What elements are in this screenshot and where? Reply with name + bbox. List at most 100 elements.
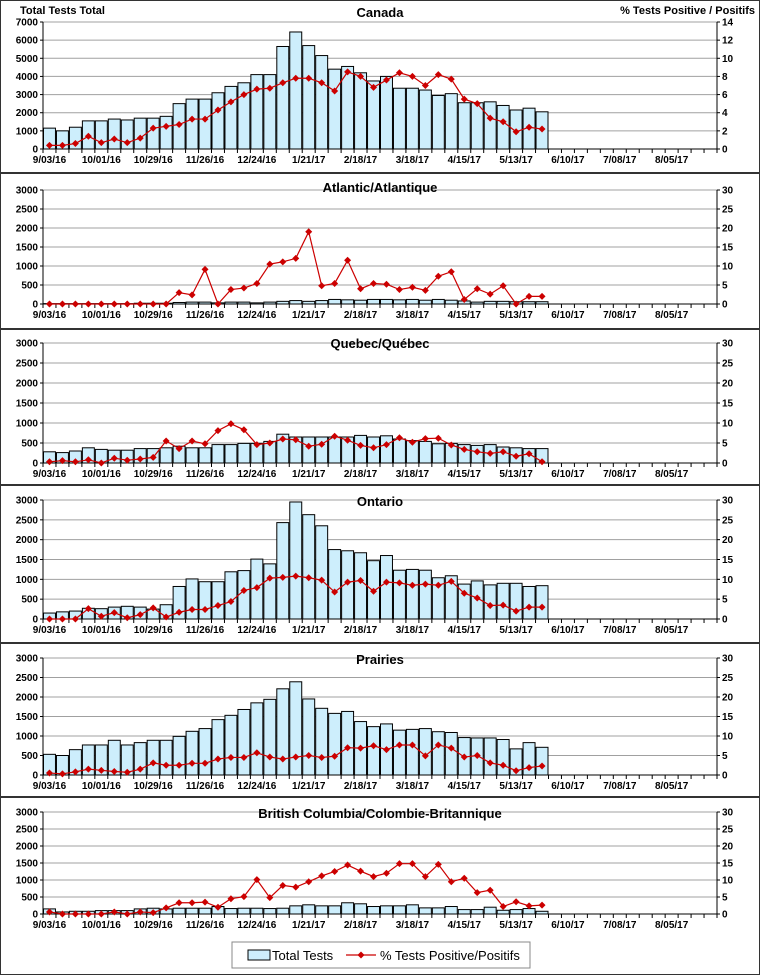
bar-total-tests <box>444 299 458 305</box>
y-tick-label: 0 <box>32 771 38 782</box>
bar-total-tests <box>224 85 238 150</box>
point-pct-positive <box>136 765 144 773</box>
point-pct-positive <box>382 578 390 586</box>
y2-tick-label: 10 <box>722 575 734 586</box>
y2-tick-label: 15 <box>722 399 734 410</box>
point-pct-positive <box>292 753 300 761</box>
x-tick-label: 4/15/17 <box>448 469 482 480</box>
bar-total-tests <box>276 45 290 150</box>
point-pct-positive <box>305 442 313 450</box>
bar-total-tests <box>211 581 225 620</box>
point-pct-positive <box>292 436 300 444</box>
point-pct-positive <box>175 899 183 907</box>
x-tick-label: 6/10/17 <box>551 310 585 321</box>
bar-total-tests <box>457 102 471 150</box>
bar-total-tests <box>276 522 290 620</box>
x-tick-label: 7/08/17 <box>603 625 637 636</box>
x-tick-label: 9/03/16 <box>33 155 67 166</box>
bar-total-tests <box>431 94 445 150</box>
point-pct-positive <box>279 573 287 581</box>
point-pct-positive <box>162 437 170 445</box>
point-pct-positive <box>395 579 403 587</box>
y2-tick-label: 2 <box>722 126 728 137</box>
y-tick-label: 6000 <box>16 36 39 47</box>
x-tick-label: 5/13/17 <box>499 469 533 480</box>
y-tick-label: 3000 <box>16 90 39 101</box>
point-pct-positive <box>370 444 378 452</box>
point-pct-positive <box>370 279 378 287</box>
bar-total-tests <box>302 45 316 150</box>
point-pct-positive <box>227 895 235 903</box>
point-pct-positive <box>214 903 222 911</box>
y2-tick-label: 15 <box>722 243 734 254</box>
x-tick-label: 3/18/17 <box>396 155 430 166</box>
point-pct-positive <box>58 615 66 623</box>
point-pct-positive <box>318 576 326 584</box>
x-tick-label: 5/13/17 <box>499 920 533 931</box>
point-pct-positive <box>188 899 196 907</box>
y2-tick-label: 5 <box>722 595 728 606</box>
right-axis-title: % Tests Positive / Positifs <box>620 5 755 17</box>
bar-total-tests <box>328 298 342 305</box>
point-pct-positive <box>136 908 144 916</box>
point-pct-positive <box>344 744 352 752</box>
point-pct-positive <box>473 100 481 108</box>
y2-tick-label: 0 <box>722 145 728 156</box>
point-pct-positive <box>214 755 222 763</box>
point-pct-positive <box>499 601 507 609</box>
bar-total-tests <box>380 298 393 305</box>
bar-total-tests <box>237 907 251 915</box>
y-tick-label: 2000 <box>16 535 39 546</box>
point-pct-positive <box>395 69 403 77</box>
point-pct-positive <box>227 98 235 106</box>
point-pct-positive <box>253 85 261 93</box>
point-pct-positive <box>201 115 209 123</box>
y2-tick-label: 5 <box>722 439 728 450</box>
bar-total-tests <box>405 728 419 776</box>
x-tick-label: 8/05/17 <box>655 155 689 166</box>
bar-total-tests <box>146 117 160 150</box>
point-pct-positive <box>136 611 144 619</box>
point-pct-positive <box>499 761 507 769</box>
bar-total-tests <box>263 908 277 915</box>
point-pct-positive <box>149 759 157 767</box>
point-pct-positive <box>253 441 261 449</box>
bar-total-tests <box>483 737 497 776</box>
point-pct-positive <box>434 860 442 868</box>
point-pct-positive <box>318 440 326 448</box>
point-pct-positive <box>266 574 274 582</box>
bar-total-tests <box>250 907 264 915</box>
legend-bars-label: Total Tests <box>272 948 334 963</box>
y-tick-label: 1000 <box>16 732 39 743</box>
x-tick-label: 8/05/17 <box>655 469 689 480</box>
x-tick-label: 1/21/17 <box>292 625 326 636</box>
point-pct-positive <box>460 295 468 303</box>
point-pct-positive <box>421 580 429 588</box>
point-pct-positive <box>538 762 546 770</box>
point-pct-positive <box>162 122 170 130</box>
bar-total-tests <box>211 719 225 776</box>
point-pct-positive <box>45 769 53 777</box>
point-pct-positive <box>421 873 429 881</box>
point-pct-positive <box>175 608 183 616</box>
x-tick-label: 3/18/17 <box>396 310 430 321</box>
point-pct-positive <box>45 141 53 149</box>
bar-total-tests <box>418 907 432 915</box>
x-tick-label: 9/03/16 <box>33 625 67 636</box>
point-pct-positive <box>395 860 403 868</box>
x-tick-label: 7/08/17 <box>603 155 637 166</box>
x-tick-label: 6/10/17 <box>551 469 585 480</box>
bar-total-tests <box>328 436 342 464</box>
bar-total-tests <box>405 568 419 620</box>
y2-tick-label: 20 <box>722 224 734 235</box>
bar-total-tests <box>302 436 316 464</box>
x-tick-label: 7/08/17 <box>603 310 637 321</box>
point-pct-positive <box>175 289 183 297</box>
x-tick-label: 10/29/16 <box>134 155 173 166</box>
point-pct-positive <box>84 132 92 140</box>
point-pct-positive <box>370 873 378 881</box>
point-pct-positive <box>253 749 261 757</box>
chart-title: Canada <box>357 5 405 20</box>
point-pct-positive <box>331 279 339 287</box>
bar-total-tests <box>496 909 510 915</box>
